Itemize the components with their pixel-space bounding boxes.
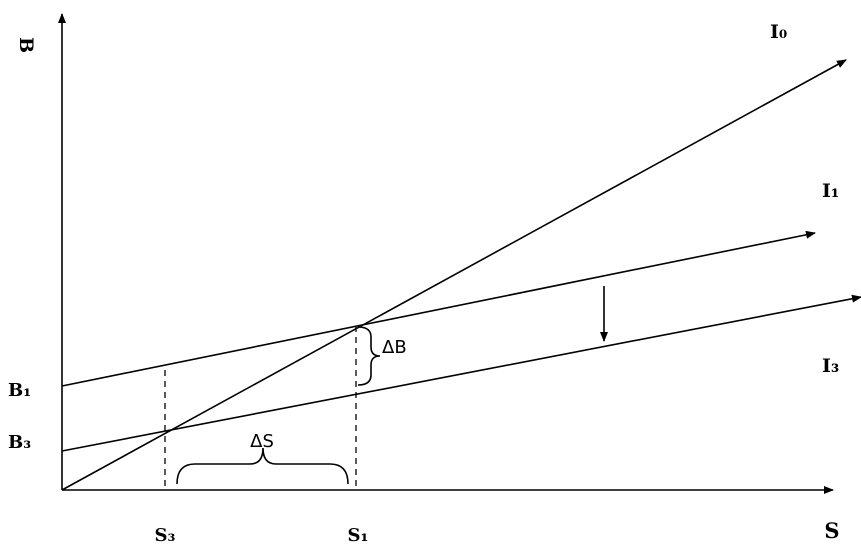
x-tick-s3: S₃ <box>155 525 176 546</box>
delta-s-brace <box>176 447 349 485</box>
delta-b-label: ΔB <box>382 337 407 358</box>
delta-s-label: ΔS <box>250 431 274 452</box>
delta-b-brace <box>357 326 381 386</box>
line-i1-label: I₁ <box>822 180 839 202</box>
x-axis-label: S <box>824 518 839 543</box>
y-axis-label: B <box>15 37 37 53</box>
x-tick-s1: S₁ <box>348 525 369 546</box>
line-i3 <box>61 294 861 452</box>
line-i3-label: I₃ <box>822 355 839 377</box>
y-tick-b1: B₁ <box>8 380 31 401</box>
line-i1 <box>61 230 816 387</box>
y-tick-b3: B₃ <box>8 432 31 453</box>
line-i0-label: I₀ <box>770 21 787 43</box>
line-i0 <box>61 59 847 491</box>
